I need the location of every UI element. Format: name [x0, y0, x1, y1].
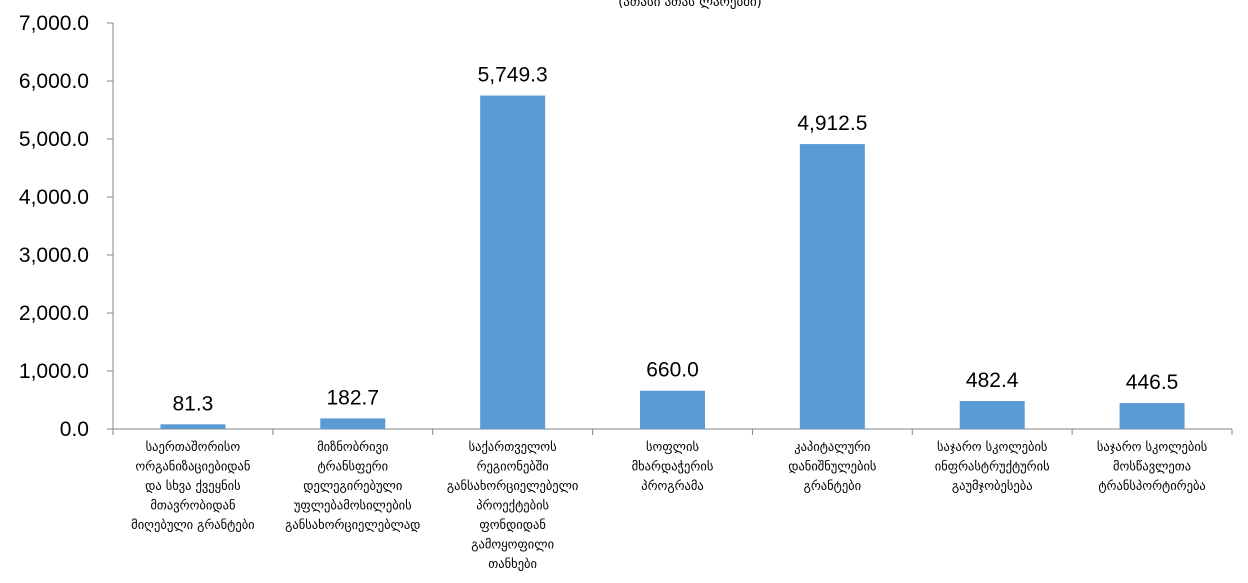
bar	[1119, 403, 1185, 429]
x-category-label: საერთაშორისო ორგანიზაციებიდან და სხვა ქვეყ…	[131, 439, 254, 532]
data-label: 5,749.3	[478, 64, 548, 87]
y-tick-label: 4,000.0	[19, 186, 89, 209]
x-category-label: საჯარო სკოლების მოსწავლეთა ტრანსპორტირება	[1097, 439, 1208, 493]
data-labels: 81.3 182.7 5,749.3 660.0 4,912.5 482.4 446.5	[172, 64, 1178, 416]
data-label: 446.5	[1126, 371, 1179, 394]
bars	[160, 95, 1185, 430]
bar	[640, 390, 705, 429]
bar	[799, 144, 865, 429]
y-tick-label: 1,000.0	[19, 360, 89, 383]
y-tick-label: 7,000.0	[19, 12, 89, 35]
x-category-label: საქართველოს რეგიონებში განსახორციელებელი პრ…	[447, 439, 579, 571]
data-label: 482.4	[966, 369, 1019, 392]
data-label: 182.7	[327, 386, 380, 409]
y-tick-label: 6,000.0	[19, 70, 89, 93]
y-axis: 0.0 1,000.0 2,000.0 3,000.0 4,000.0 5,000.0 6,…	[19, 12, 114, 441]
bar	[320, 418, 386, 429]
data-label: 660.0	[646, 359, 699, 382]
bar	[959, 401, 1025, 429]
x-category-label: სოფლის მხარდაჭერის პროგრამა	[632, 439, 714, 493]
y-tick-label: 5,000.0	[19, 128, 89, 151]
chart-subtitle: (ათასი ათას ლარებში)	[618, 0, 762, 10]
category-labels: საერთაშორისო ორგანიზაციებიდან და სხვა ქვეყ…	[131, 439, 1207, 571]
y-tick-label: 0.0	[60, 418, 89, 441]
x-axis	[112, 428, 1233, 435]
bar	[160, 424, 226, 429]
x-category-label: საჯარო სკოლების ინფრასტრუქტურის გაუმჯობესე…	[935, 439, 1050, 493]
x-category-label: მიზნობრივი ტრანსფერი დელეგირებული უფლებამოს…	[285, 439, 420, 532]
bar	[480, 95, 546, 430]
y-tick-label: 3,000.0	[19, 244, 89, 267]
data-label: 4,912.5	[797, 112, 867, 135]
x-category-label: კაპიტალური დანიშნულების გრანტები	[788, 439, 876, 493]
y-tick-label: 2,000.0	[19, 302, 89, 325]
data-label: 81.3	[172, 392, 213, 415]
